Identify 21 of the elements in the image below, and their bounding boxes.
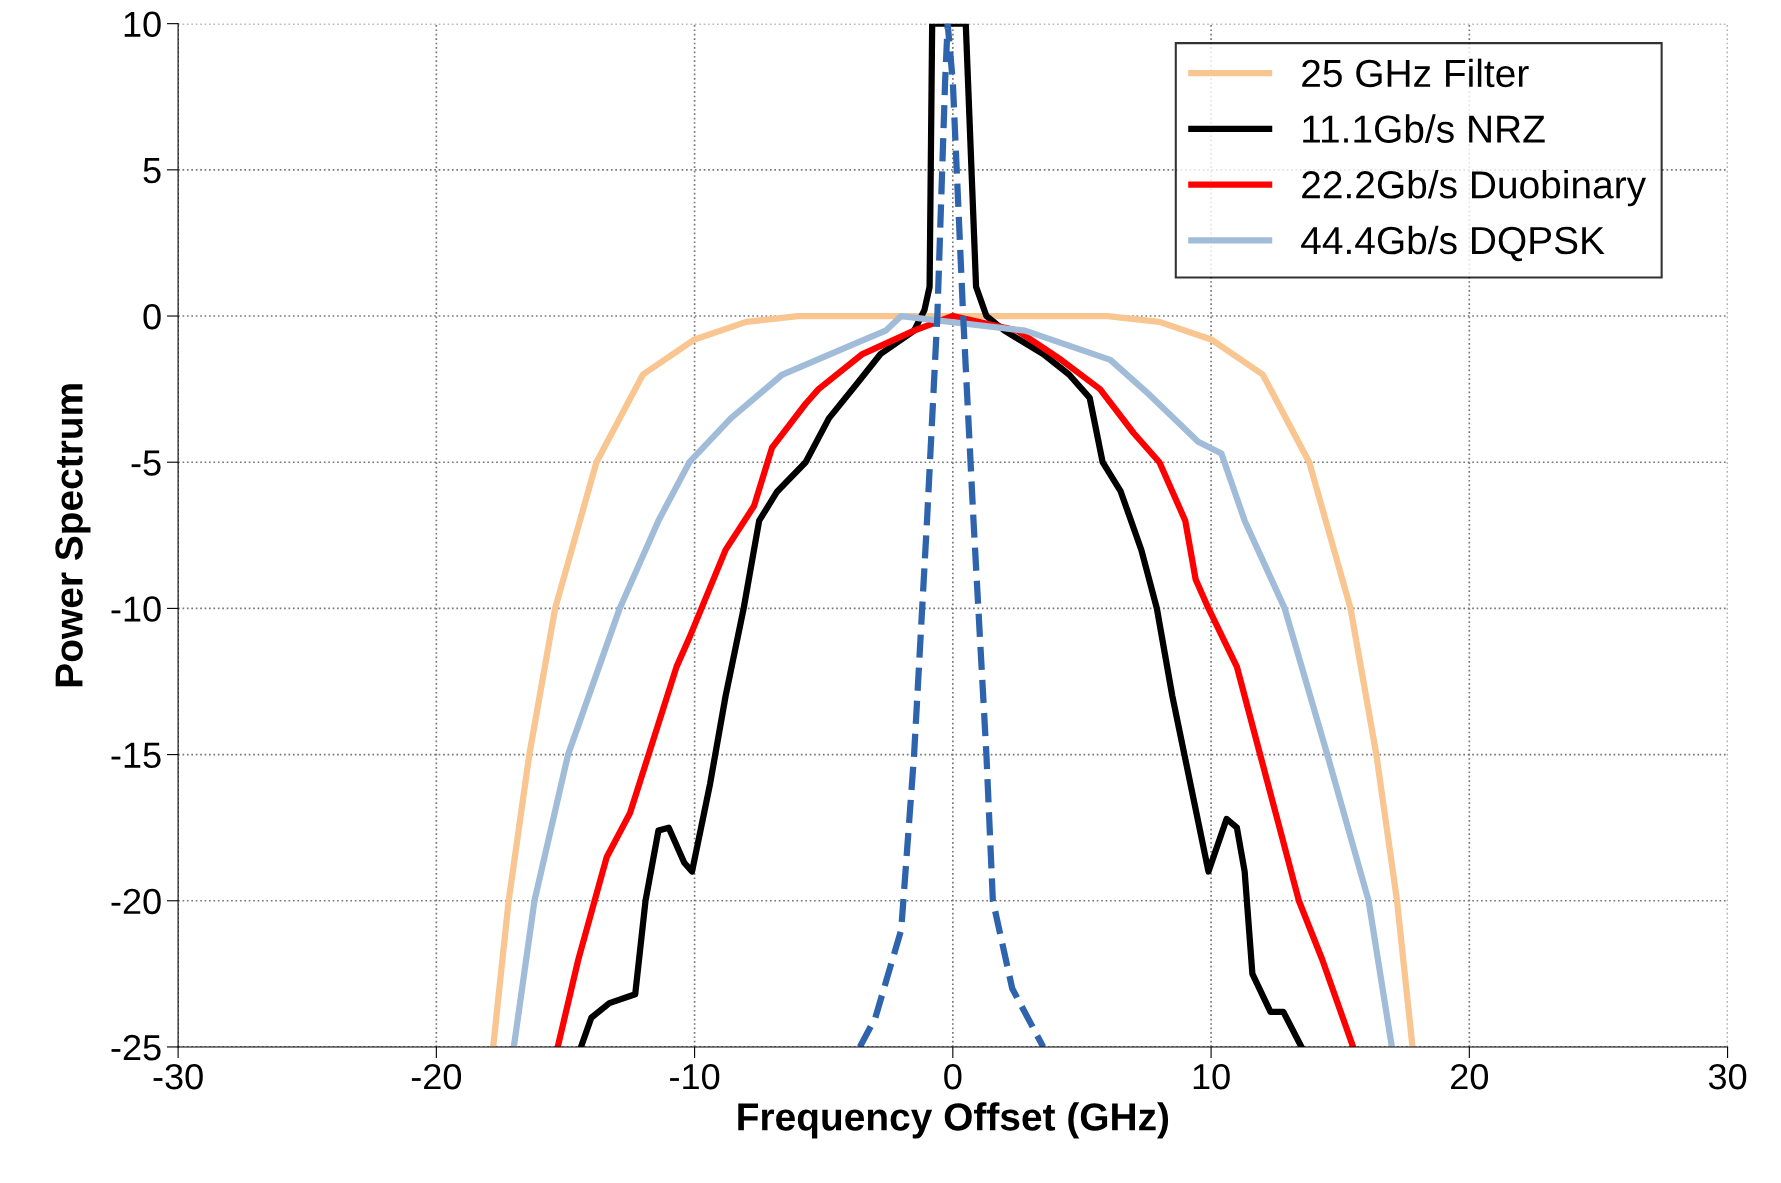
y-tick-label: -25 [111, 1034, 161, 1061]
x-tick-label: 20 [1451, 1063, 1488, 1090]
y-tick-label: -5 [131, 450, 161, 476]
x-tick-label: -10 [670, 1063, 720, 1090]
y-tick-label: 5 [143, 158, 161, 184]
y-axis-title: Power Spectrum [55, 384, 91, 687]
y-tick-label: 0 [143, 303, 161, 330]
y-tick-label: -10 [111, 596, 161, 622]
x-tick-label: 30 [1708, 1063, 1747, 1090]
y-tick-label: 10 [124, 11, 161, 38]
legend-label: 44.4Gb/s DQPSK [1301, 225, 1605, 262]
x-tick-label: -20 [411, 1063, 462, 1090]
x-tick-label: 10 [1193, 1063, 1230, 1090]
x-axis-title: Frequency Offset (GHz) [738, 1102, 1169, 1139]
y-tick-label: -15 [111, 742, 161, 769]
legend-label: 11.1Gb/s NRZ [1303, 114, 1545, 143]
x-tick-label: -30 [153, 1063, 203, 1090]
legend-label: 22.2Gb/s Duobinary [1302, 170, 1647, 207]
y-tick-label: -20 [111, 888, 161, 915]
legend-label: 25 GHz Filter [1302, 58, 1529, 88]
x-tick-label: 0 [944, 1063, 962, 1090]
